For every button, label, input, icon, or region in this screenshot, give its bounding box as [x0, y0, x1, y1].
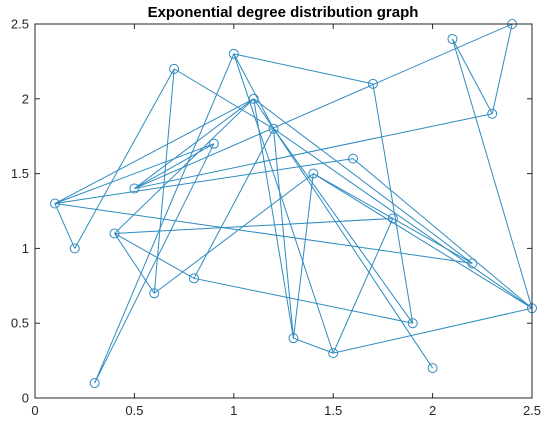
- graph-node: [427, 363, 438, 374]
- graph-edge: [273, 128, 533, 309]
- graph-edge: [292, 173, 314, 339]
- graph-node: [308, 168, 319, 179]
- graph-node: [248, 93, 259, 104]
- graph-edge: [54, 98, 254, 204]
- x-tick-label: 0.5: [125, 403, 143, 418]
- graph-edge: [273, 128, 294, 339]
- graph-node: [467, 258, 478, 269]
- graph-edge: [193, 128, 275, 279]
- y-tick-label: 0.5: [11, 316, 29, 331]
- chart-title: Exponential degree distribution graph: [148, 4, 419, 21]
- graph-edge: [233, 53, 334, 354]
- graph-edge: [253, 98, 473, 264]
- graph-node: [348, 153, 359, 164]
- edges-layer: [54, 23, 533, 384]
- graph-edge: [233, 53, 275, 129]
- graph-edge: [114, 98, 255, 234]
- graph-edge: [233, 53, 374, 85]
- y-tick-label: 0: [22, 391, 29, 406]
- plot-frame: [34, 23, 533, 399]
- graph-node: [129, 183, 140, 194]
- graph-edge: [193, 277, 413, 324]
- y-tick-label: 1: [22, 241, 29, 256]
- graph-edge: [134, 98, 254, 189]
- x-tick-label: 0: [31, 403, 38, 418]
- graph-node: [109, 228, 120, 239]
- y-tick-label: 2: [22, 91, 29, 106]
- graph-edge: [114, 233, 195, 279]
- graph-node: [407, 318, 418, 329]
- graph-edge: [153, 173, 314, 294]
- graph-edge: [134, 113, 493, 190]
- graph-edge: [54, 143, 215, 204]
- graph-node: [89, 378, 100, 389]
- graph-edge: [114, 217, 393, 234]
- x-tick-label: 1: [230, 403, 237, 418]
- y-tick-label: 1.5: [11, 166, 29, 181]
- graph-edge: [491, 23, 513, 114]
- x-axis: 0 0.5 1 1.5 2 2.5: [31, 24, 541, 418]
- graph-edge: [54, 203, 76, 249]
- graph-edge: [54, 203, 473, 264]
- graph-node: [487, 108, 498, 119]
- graph-node: [69, 243, 80, 254]
- graph-edge: [332, 218, 394, 354]
- graph-edge: [273, 128, 414, 324]
- x-tick-label: 2: [429, 403, 436, 418]
- graph-node: [228, 48, 239, 59]
- graph-edge: [134, 23, 513, 190]
- graph-edge: [253, 98, 434, 369]
- graph-edge: [134, 143, 215, 189]
- graph-edge: [352, 158, 533, 309]
- graph-node: [268, 123, 279, 134]
- graph-edge: [452, 38, 493, 114]
- graph-edge: [94, 53, 235, 384]
- graph-edge: [293, 337, 334, 354]
- x-tick-label: 1.5: [324, 403, 342, 418]
- y-tick-label: 2.5: [11, 17, 29, 32]
- graph-node: [367, 78, 378, 89]
- graph-edge: [452, 38, 533, 309]
- graph-node: [169, 63, 180, 74]
- x-tick-label: 2.5: [523, 403, 541, 418]
- graph-edge: [74, 68, 175, 249]
- graph-edge: [94, 143, 215, 384]
- graph-edge: [114, 233, 155, 294]
- graph-node: [288, 333, 299, 344]
- graph-node: [208, 138, 219, 149]
- graph-node: [328, 348, 339, 359]
- graph-edge: [333, 307, 533, 354]
- graph-edge: [253, 98, 294, 339]
- graph-edge: [372, 83, 414, 324]
- graph-node: [447, 33, 458, 44]
- graph-edge: [54, 158, 354, 205]
- graph-edge: [313, 173, 533, 309]
- graph-node: [49, 198, 60, 209]
- y-axis: 0 0.5 1 1.5 2 2.5: [11, 17, 532, 406]
- graph-node: [387, 213, 398, 224]
- graph-node: [149, 288, 160, 299]
- graph-node: [189, 273, 200, 284]
